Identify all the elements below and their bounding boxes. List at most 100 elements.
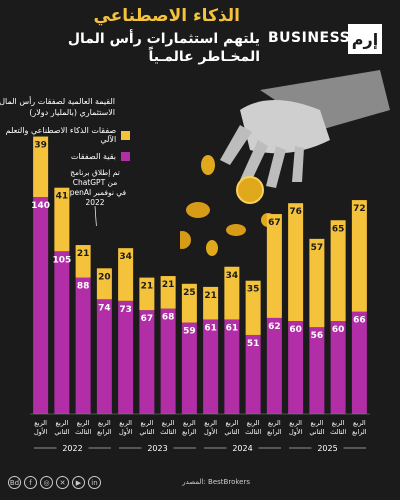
bar-ai-15 (351, 200, 367, 312)
label-other-1: 105 (52, 255, 71, 265)
x-tick-label-1-0: الربع (56, 419, 69, 427)
label-ai-3: 20 (98, 272, 111, 282)
bar-ai-10 (245, 280, 261, 335)
legend-label-other: بقية الصفقات (70, 152, 116, 161)
x-tick-label-12-1: الأول (289, 427, 303, 436)
x-tick-label-14-0: الربع (332, 419, 345, 427)
label-other-8: 61 (204, 323, 217, 333)
label-other-12: 60 (289, 325, 302, 335)
chart-title: الذكاء الاصطناعي (93, 6, 240, 26)
x-tick-label-11-1: الرابع (267, 428, 282, 436)
bar-ai-14 (330, 220, 346, 321)
label-other-6: 68 (162, 313, 175, 323)
bar-ai-0 (33, 136, 49, 197)
year-label-0: 2022 (62, 444, 82, 453)
bar-other-8 (203, 319, 219, 414)
bar-other-5 (139, 310, 155, 414)
year-label-3: 2025 (317, 444, 337, 453)
bar-other-15 (351, 311, 367, 414)
x-tick-label-0-0: الربع (34, 419, 47, 427)
bar-ai-7 (181, 283, 197, 323)
bar-ai-4 (118, 248, 134, 301)
label-ai-9: 34 (226, 271, 239, 281)
bar-ai-8 (203, 286, 219, 320)
label-ai-0: 39 (34, 141, 47, 151)
x-tick-label-9-0: الربع (226, 419, 239, 427)
label-ai-8: 21 (204, 291, 217, 301)
bar-ai-6 (160, 276, 176, 309)
x-icon[interactable]: ✕ (56, 476, 69, 489)
legend-title: القيمة العالمية لصفقات رأس المال الاستثم… (0, 97, 115, 117)
x-tick-label-4-0: الربع (119, 419, 132, 427)
chart-subtitle: يلتهم استثمارات رأس المال المخـاطر عالمـ… (67, 31, 260, 65)
youtube-icon[interactable]: ▶ (72, 476, 85, 489)
label-ai-15: 72 (353, 204, 366, 214)
label-other-14: 60 (332, 325, 345, 335)
year-label-1: 2023 (147, 444, 167, 453)
bar-other-1 (54, 251, 70, 414)
linkedin-icon[interactable]: in (88, 476, 101, 489)
bar-other-9 (224, 319, 240, 414)
instagram-icon[interactable]: ◎ (40, 476, 53, 489)
label-ai-7: 25 (183, 288, 196, 298)
x-tick-label-1-1: الثاني (54, 428, 69, 436)
bar-ai-1 (54, 187, 70, 252)
label-other-11: 62 (268, 322, 281, 332)
bar-other-13 (309, 327, 325, 414)
robot-hand-illustration (180, 70, 390, 256)
label-ai-10: 35 (247, 285, 260, 295)
source-note: المصدر: BestBrokers (182, 478, 250, 486)
bar-other-10 (245, 334, 261, 414)
x-tick-label-2-1: الثالث (75, 428, 91, 436)
label-other-2: 88 (77, 282, 90, 292)
x-tick-label-13-0: الربع (311, 419, 324, 427)
x-tick-label-13-1: الثاني (309, 428, 324, 436)
label-other-7: 59 (183, 327, 196, 337)
label-other-15: 66 (353, 316, 366, 326)
x-tick-label-15-1: الرابع (352, 428, 367, 436)
legend-swatch-ai (121, 130, 130, 140)
header: الذكاء الاصطناعي يلتهم استثمارات رأس الم… (0, 0, 400, 90)
x-tick-label-8-1: الأول (204, 427, 218, 436)
label-other-9: 61 (226, 323, 239, 333)
label-other-10: 51 (247, 339, 260, 349)
bar-other-7 (181, 322, 197, 414)
bar-other-12 (288, 321, 304, 414)
x-tick-label-7-0: الربع (183, 419, 196, 427)
chatgpt-annotation: تم إطلاق برنامج ChatGPT من OpenAI في نوف… (63, 168, 127, 207)
bar-other-2 (75, 277, 91, 414)
x-tick-label-5-0: الربع (141, 419, 154, 427)
label-ai-12: 76 (289, 207, 302, 217)
bestbrokers-handle[interactable]: Bd (8, 476, 21, 489)
x-tick-label-11-0: الربع (268, 419, 281, 427)
label-other-5: 67 (141, 314, 154, 324)
x-tick-label-12-0: الربع (289, 419, 302, 427)
label-ai-1: 41 (56, 192, 69, 202)
bar-ai-3 (96, 268, 112, 300)
label-ai-2: 21 (77, 249, 90, 259)
brand-logo: إرم (348, 24, 382, 54)
legend-swatch-other (121, 152, 130, 161)
social-icons: Bd f ◎ ✕ ▶ in (8, 476, 101, 489)
year-label-2: 2024 (232, 444, 252, 453)
bar-other-11 (266, 317, 282, 414)
label-ai-5: 21 (141, 282, 154, 292)
x-tick-label-4-1: الأول (119, 427, 133, 436)
bar-ai-5 (139, 277, 155, 311)
bar-ai-11 (266, 214, 282, 318)
x-tick-label-0-1: الأول (34, 427, 48, 436)
bar-ai-12 (288, 203, 304, 321)
label-ai-6: 21 (162, 280, 175, 290)
legend-item-other: بقية الصفقات (0, 152, 130, 161)
label-other-3: 74 (98, 303, 111, 313)
label-ai-13: 57 (311, 243, 324, 253)
x-tick-label-3-0: الربع (98, 419, 111, 427)
x-tick-label-6-0: الربع (162, 419, 175, 427)
label-other-4: 73 (119, 305, 132, 315)
x-tick-label-7-1: الرابع (182, 428, 197, 436)
facebook-icon[interactable]: f (24, 476, 37, 489)
x-tick-label-3-1: الرابع (97, 428, 112, 436)
legend-label-ai: صفقات الذكاء الاصطناعي والتعلم الآلي (5, 126, 117, 144)
robot-hand-icon (220, 70, 390, 188)
bar-ai-2 (75, 245, 91, 278)
